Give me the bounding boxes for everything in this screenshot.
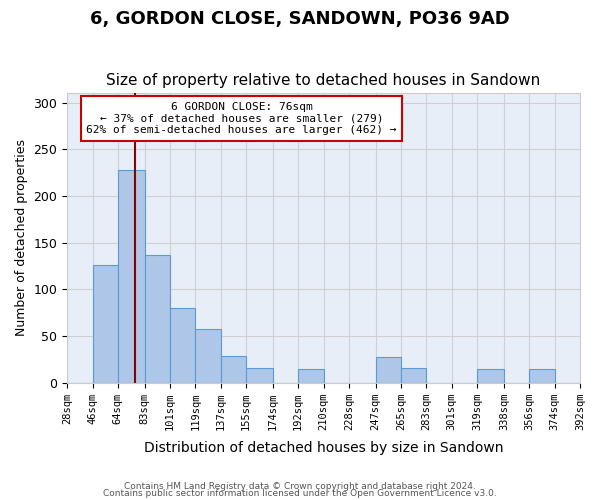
X-axis label: Distribution of detached houses by size in Sandown: Distribution of detached houses by size …	[144, 441, 503, 455]
Title: Size of property relative to detached houses in Sandown: Size of property relative to detached ho…	[106, 73, 541, 88]
Bar	[145, 255, 170, 382]
Bar	[196, 330, 221, 382]
Bar	[529, 368, 554, 382]
Bar	[170, 308, 196, 382]
Text: 6 GORDON CLOSE: 76sqm
← 37% of detached houses are smaller (279)
62% of semi-det: 6 GORDON CLOSE: 76sqm ← 37% of detached …	[86, 102, 397, 135]
Text: Contains HM Land Registry data © Crown copyright and database right 2024.: Contains HM Land Registry data © Crown c…	[124, 482, 476, 491]
Bar	[246, 368, 273, 382]
Bar	[92, 265, 118, 382]
Bar	[401, 368, 427, 382]
Y-axis label: Number of detached properties: Number of detached properties	[15, 140, 28, 336]
Bar	[376, 356, 401, 382]
Bar	[298, 368, 323, 382]
Bar	[477, 368, 504, 382]
Text: Contains public sector information licensed under the Open Government Licence v3: Contains public sector information licen…	[103, 490, 497, 498]
Bar	[221, 356, 246, 382]
Bar	[118, 170, 145, 382]
Text: 6, GORDON CLOSE, SANDOWN, PO36 9AD: 6, GORDON CLOSE, SANDOWN, PO36 9AD	[90, 10, 510, 28]
